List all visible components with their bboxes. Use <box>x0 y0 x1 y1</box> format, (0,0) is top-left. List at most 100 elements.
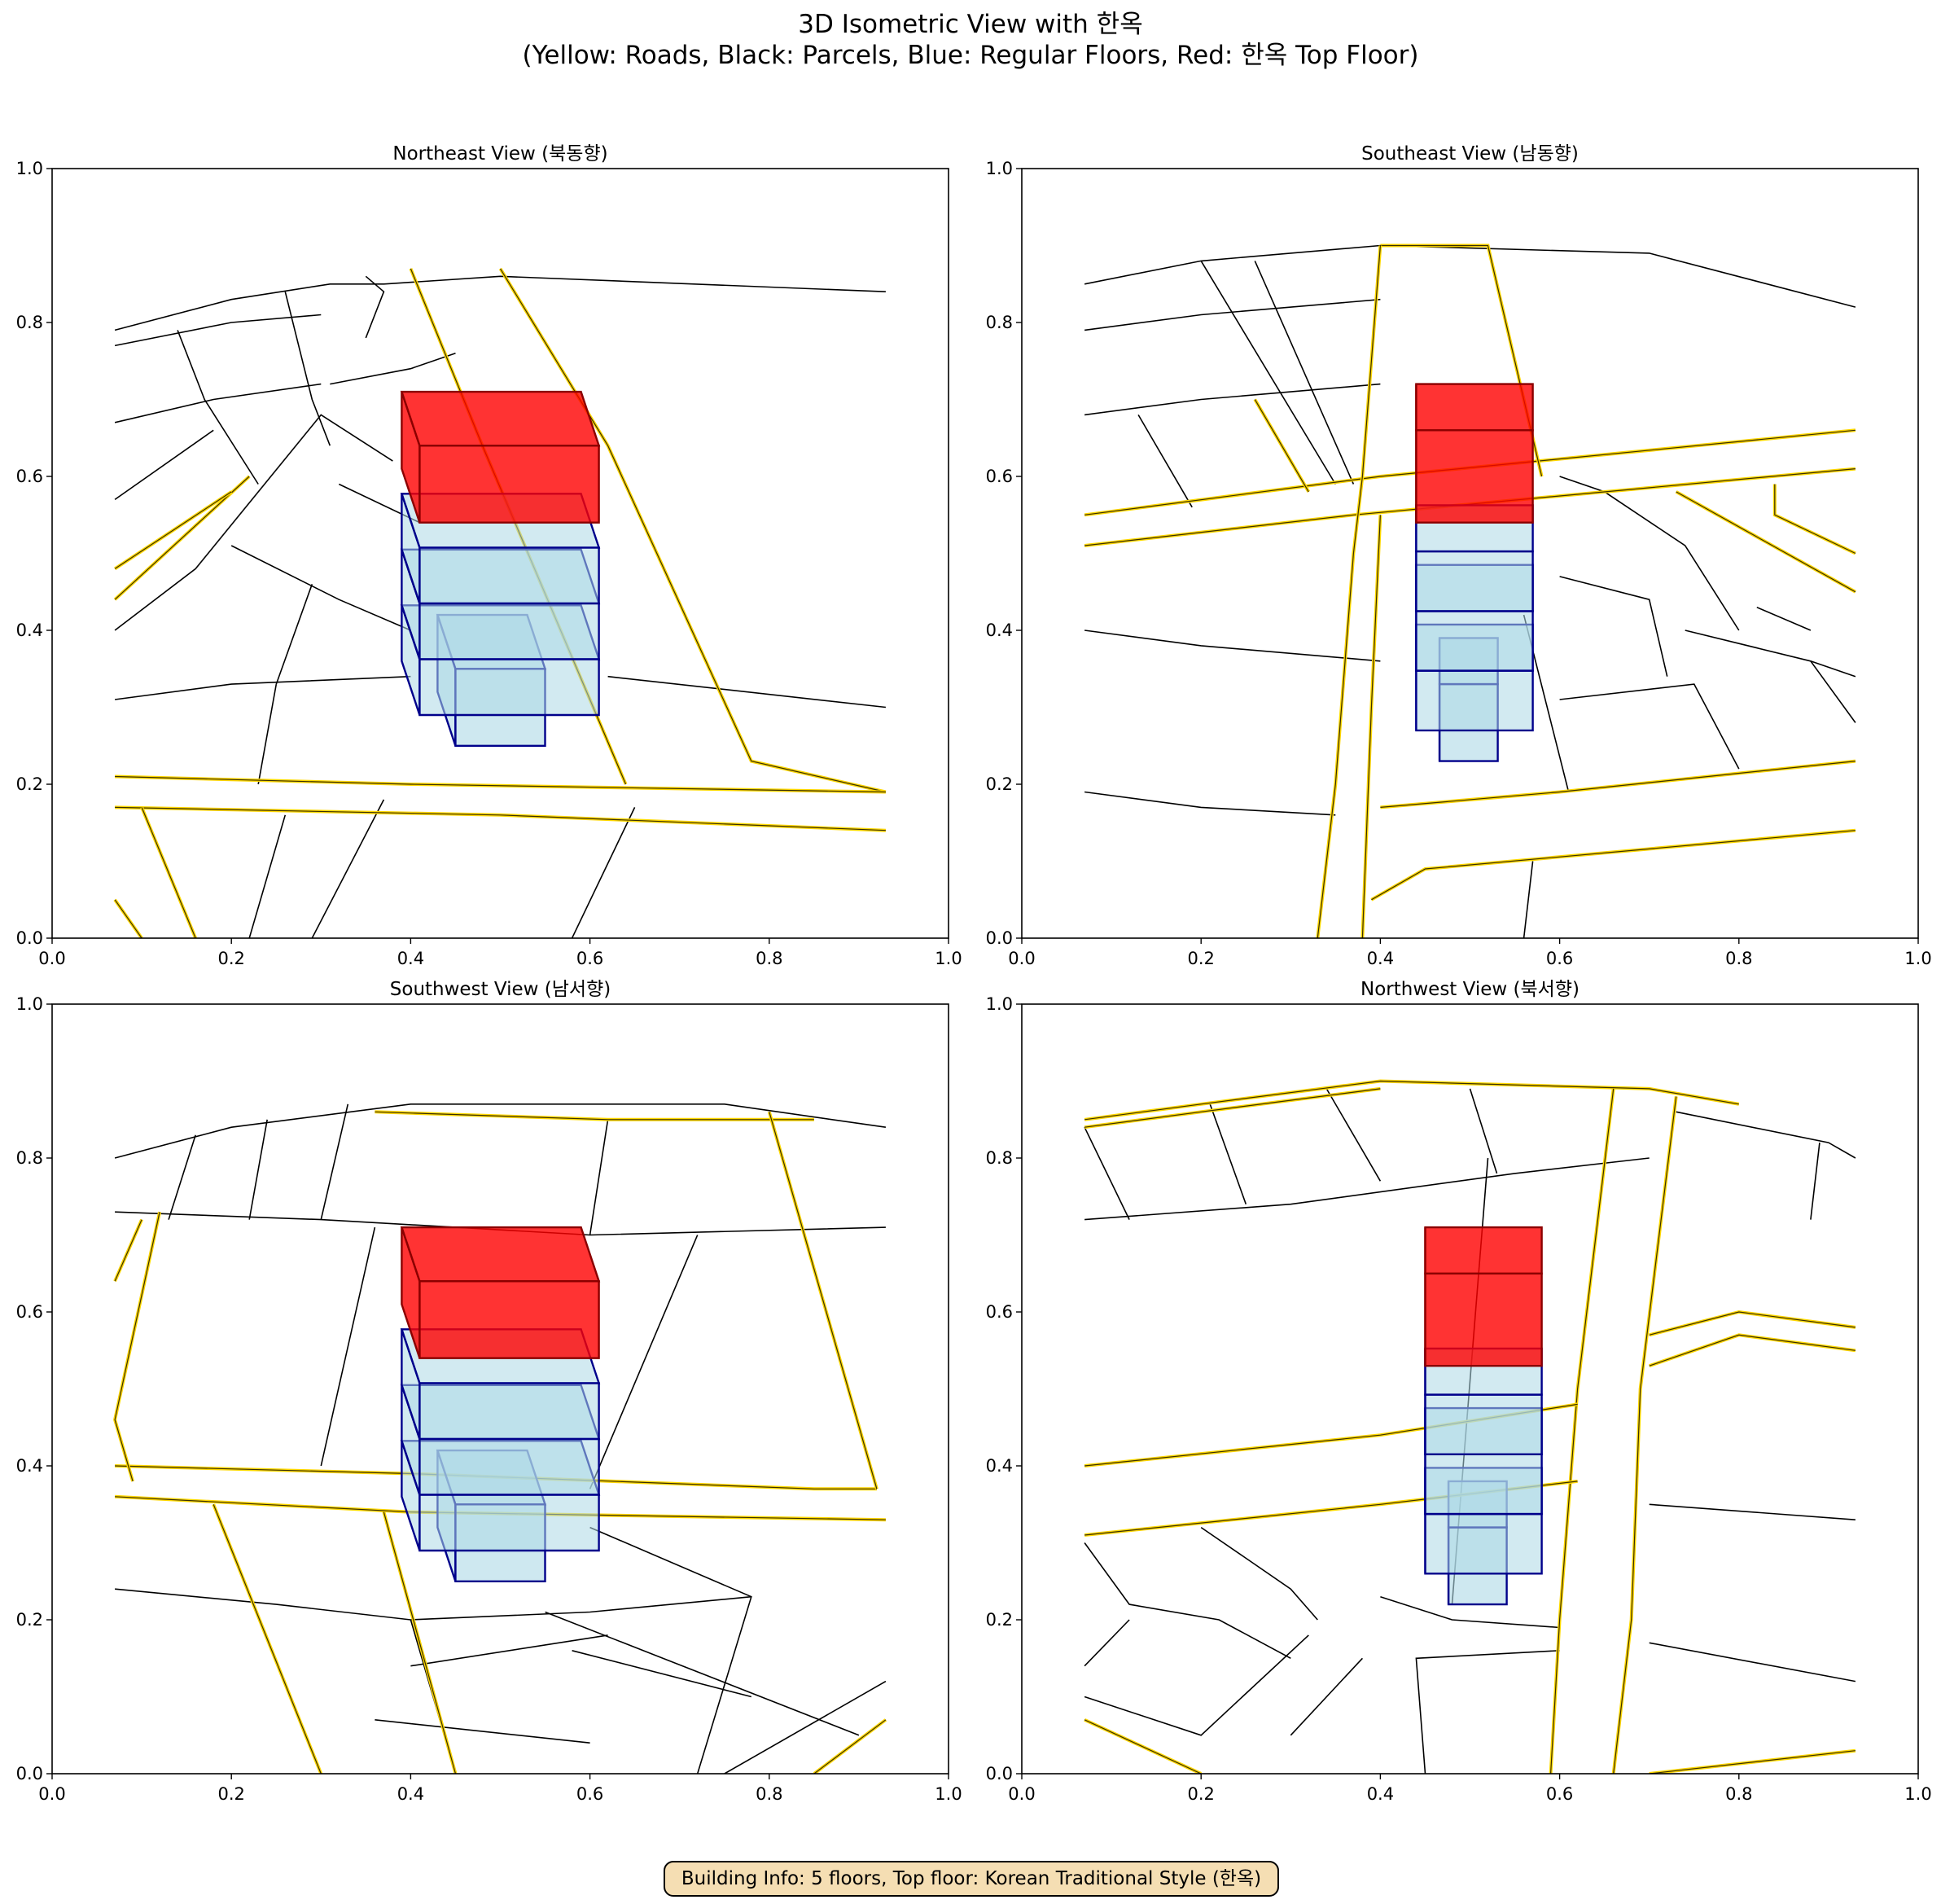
x-tick-label: 1.0 <box>935 949 962 968</box>
road-edge <box>114 1212 160 1482</box>
road-edge <box>1649 1334 1856 1367</box>
y-tick-label: 0.4 <box>986 1456 1013 1476</box>
regular-floor <box>1415 669 1534 732</box>
hanok-top-floor <box>400 1226 601 1283</box>
parcel-line <box>1290 1657 1363 1736</box>
road-line <box>1380 759 1856 809</box>
parcel-line <box>1523 861 1534 938</box>
axes-frame <box>51 1003 949 1775</box>
x-tick-label: 0.0 <box>1008 1784 1035 1804</box>
hanok-top-floor <box>400 390 601 447</box>
x-tick-label: 0.8 <box>756 949 782 968</box>
road-edge <box>115 775 886 793</box>
subplot-title: Northeast View (북동향) <box>392 143 607 165</box>
regular-floor <box>1424 1453 1543 1516</box>
road-edge <box>1084 429 1856 515</box>
y-tick-label: 0.8 <box>986 1148 1013 1168</box>
parcel-line <box>589 1235 699 1489</box>
road-edge <box>115 806 886 831</box>
x-tick-label: 0.4 <box>1367 1784 1394 1804</box>
x-tick-label: 0.2 <box>217 949 244 968</box>
road-edge <box>1676 491 1856 593</box>
road-edge <box>114 1219 142 1282</box>
parcel-line <box>330 353 456 385</box>
parcel-line <box>114 1103 887 1159</box>
road-edge <box>1254 399 1309 493</box>
x-tick-label: 1.0 <box>935 1784 962 1804</box>
y-tick-label: 0.6 <box>16 467 43 486</box>
road-edge <box>141 807 196 938</box>
parcel-line <box>1649 1503 1856 1520</box>
road-edge <box>1774 484 1856 555</box>
road-line <box>1772 484 1856 555</box>
parcel-line <box>248 1119 268 1220</box>
axes-frame <box>51 168 949 939</box>
road-edge <box>1084 1088 1381 1128</box>
road-edge <box>114 491 232 569</box>
y-tick-label: 0.0 <box>16 1764 43 1783</box>
parcel-line <box>572 1650 751 1698</box>
road-edge <box>499 268 887 793</box>
x-tick-label: 0.4 <box>397 949 424 968</box>
parcel-line <box>724 1680 887 1774</box>
y-tick-label: 1.0 <box>16 159 43 178</box>
parcel-line <box>365 275 385 339</box>
y-tick-label: 0.2 <box>986 774 1013 794</box>
road-edge <box>1649 1750 1856 1774</box>
parcel-line <box>589 1526 752 1774</box>
parcel-line <box>114 383 322 423</box>
regular-floor <box>1415 610 1534 672</box>
y-tick-label: 0.8 <box>986 313 1013 332</box>
x-tick-label: 0.0 <box>38 949 65 968</box>
y-tick-label: 0.4 <box>16 621 43 640</box>
parcel-line <box>1084 1542 1291 1660</box>
y-tick-label: 0.2 <box>986 1610 1013 1630</box>
parcel-line <box>545 1611 860 1736</box>
x-tick-label: 0.6 <box>1546 1784 1573 1804</box>
subplot-1: 0.0 0.2 0.4 0.6 0.8 1.0 0.0 0.2 0.4 0.6 0.8 1.0 Nort… <box>16 143 962 968</box>
parcel-line <box>1084 630 1381 662</box>
parcel-line <box>1084 1619 1130 1667</box>
x-tick-label: 0.2 <box>1187 949 1214 968</box>
road-edge <box>213 1504 322 1774</box>
road-line <box>1611 1096 1678 1774</box>
parcel-line <box>114 275 886 331</box>
parcel-line <box>589 1119 609 1235</box>
regular-floor <box>1424 1393 1543 1456</box>
subplot-title: Northwest View (북서향) <box>1360 979 1580 1000</box>
parcel-line <box>607 675 886 709</box>
road-edge <box>375 1111 814 1121</box>
regular-floor <box>418 602 600 660</box>
road-edge <box>1084 1719 1202 1774</box>
subplot-4: 0.0 0.2 0.4 0.6 0.8 1.0 0.0 0.2 0.4 0.6 0.8 1.0 Nort… <box>986 979 1932 1804</box>
parcel-line <box>1084 244 1856 308</box>
parcel-line <box>114 429 214 501</box>
parcel-line <box>1559 576 1668 677</box>
y-tick-label: 0.6 <box>986 467 1013 486</box>
hanok-top-floor <box>1424 1272 1543 1367</box>
parcel-line <box>284 292 331 446</box>
subplot-grid: 0.0 0.2 0.4 0.6 0.8 1.0 0.0 0.2 0.4 0.6 0.8 1.0 Nort… <box>16 143 1932 1804</box>
road-edge <box>1380 761 1856 808</box>
parcel-line <box>320 1103 349 1220</box>
x-tick-label: 1.0 <box>1904 1784 1931 1804</box>
road-edge <box>1550 1088 1615 1774</box>
parcel-line <box>115 1588 751 1621</box>
parcel-line <box>1685 630 1856 678</box>
x-tick-label: 0.0 <box>38 1784 65 1804</box>
y-tick-label: 0.0 <box>986 1764 1013 1783</box>
y-tick-label: 0.4 <box>986 621 1013 640</box>
y-tick-label: 0.0 <box>986 928 1013 948</box>
x-tick-label: 0.2 <box>217 1784 244 1804</box>
parcel-line <box>1810 660 1856 723</box>
road-edge <box>114 899 142 938</box>
parcel-line <box>1084 1126 1130 1220</box>
road-line <box>1549 1088 1615 1774</box>
hanok-top-floor <box>1415 383 1534 432</box>
parcel-line <box>114 414 393 631</box>
x-tick-label: 0.8 <box>1725 949 1752 968</box>
map-layer <box>113 267 887 938</box>
regular-floor <box>1415 550 1534 612</box>
x-tick-label: 0.6 <box>1546 949 1573 968</box>
